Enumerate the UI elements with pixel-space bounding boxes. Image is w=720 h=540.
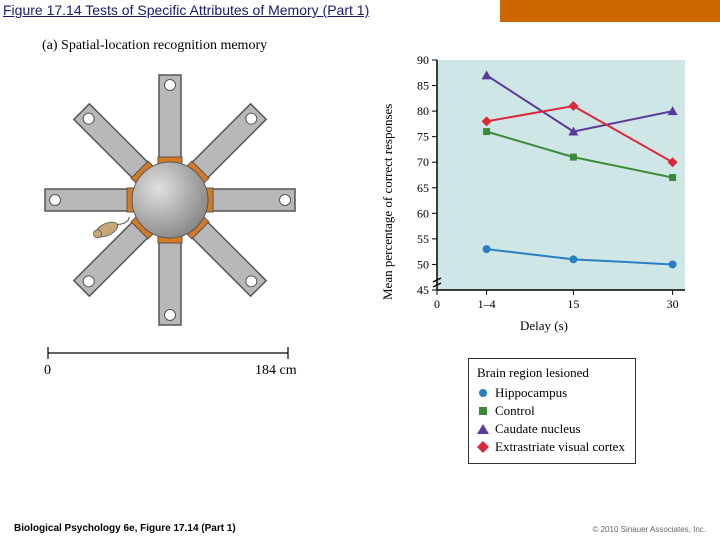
svg-text:1–4: 1–4 [478, 297, 496, 311]
scale-right-label: 184 cm [255, 363, 297, 379]
svg-text:55: 55 [417, 232, 429, 246]
svg-text:80: 80 [417, 104, 429, 118]
square-icon [477, 405, 489, 417]
svg-text:45: 45 [417, 283, 429, 297]
svg-text:75: 75 [417, 130, 429, 144]
circle-icon [477, 387, 489, 399]
svg-text:0: 0 [434, 297, 440, 311]
chart-x-axis-label: Delay (s) [520, 318, 568, 334]
legend-label: Caudate nucleus [495, 421, 581, 437]
svg-text:60: 60 [417, 206, 429, 220]
svg-text:85: 85 [417, 79, 429, 93]
maze-hub [132, 162, 208, 238]
radial-maze-diagram [30, 60, 310, 340]
legend-title: Brain region lesioned [477, 365, 625, 381]
panel-a-label: (a) Spatial-location recognition memory [42, 38, 267, 54]
svg-text:15: 15 [567, 297, 579, 311]
figure-title: Figure 17.14 Tests of Specific Attribute… [3, 2, 369, 18]
legend-item: Control [477, 403, 625, 419]
legend-box: Brain region lesioned Hippocampus Control… [468, 358, 636, 464]
legend-label: Control [495, 403, 535, 419]
svg-text:50: 50 [417, 257, 429, 271]
legend-label: Hippocampus [495, 385, 567, 401]
legend-item: Extrastriate visual cortex [477, 439, 625, 455]
svg-text:70: 70 [417, 155, 429, 169]
legend-item: Caudate nucleus [477, 421, 625, 437]
svg-text:90: 90 [417, 53, 429, 67]
triangle-icon [477, 423, 489, 435]
scale-left-label: 0 [44, 363, 51, 379]
chart-y-axis-label: Mean percentage of correct responses [380, 104, 396, 300]
legend-item: Hippocampus [477, 385, 625, 401]
svg-text:65: 65 [417, 181, 429, 195]
line-chart: 45 50 55 60 65 70 75 80 85 90 0 1–4 15 30 [395, 50, 695, 330]
footer-copyright: © 2010 Sinauer Associates, Inc. [592, 525, 706, 534]
footer-citation: Biological Psychology 6e, Figure 17.14 (… [14, 523, 236, 534]
svg-text:30: 30 [667, 297, 679, 311]
diamond-icon [477, 441, 489, 453]
legend-label: Extrastriate visual cortex [495, 439, 625, 455]
